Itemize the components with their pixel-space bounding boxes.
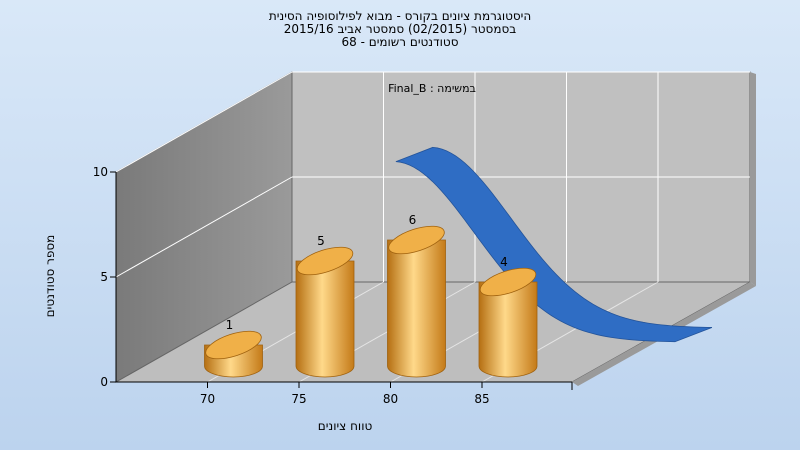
bar-80 — [387, 225, 446, 378]
chart-title-line-1: היסטוגרמת ציונים בקורס - מבוא לפילוסופיה… — [268, 9, 532, 23]
y-tick-label-10: 10 — [93, 165, 108, 179]
axes: 0 5 10 70 75 80 85 — [93, 165, 573, 406]
annotation-text: במשימה : Final_B — [388, 82, 476, 95]
x-tick-label-75: 75 — [291, 392, 306, 406]
data-label-75: 5 — [317, 234, 325, 248]
bar-body-85 — [478, 281, 538, 378]
chart-title-line-3: סטודנטים רשומים - 68 — [341, 35, 459, 49]
x-axis-label: טווח ציונים — [318, 419, 373, 433]
bar-top-80 — [388, 225, 445, 255]
bar-top-75 — [296, 246, 354, 276]
right-edge — [750, 72, 756, 286]
bar-85 — [478, 267, 538, 378]
x-tick-label-70: 70 — [200, 392, 215, 406]
normal-curve-ribbon — [395, 146, 713, 343]
data-label-70: 1 — [226, 318, 234, 332]
data-label-80: 6 — [409, 213, 417, 227]
y-axis-label: מספר סטודנטים — [43, 235, 57, 318]
x-tick-label-80: 80 — [383, 392, 398, 406]
chart-title: היסטוגרמת ציונים בקורס - מבוא לפילוסופיה… — [0, 10, 800, 49]
gridline-side-y-5 — [115, 176, 293, 278]
bar-top-85 — [479, 267, 537, 297]
y-tick-label-0: 0 — [100, 375, 108, 389]
chart-title-line-2: בסמסטר (02/2015) סמסטר אביב 2015/16 — [283, 22, 517, 36]
y-tick-label-5: 5 — [100, 270, 108, 284]
x-tick-label-85: 85 — [474, 392, 489, 406]
bar-top-70 — [205, 330, 262, 360]
bar-70 — [204, 330, 263, 378]
data-label-85: 4 — [500, 255, 508, 269]
gridline-side-y-10 — [115, 71, 293, 173]
normal-curve — [395, 146, 713, 343]
bar-body-75 — [295, 260, 355, 378]
bar-75 — [295, 246, 355, 378]
bar-body-80 — [387, 239, 446, 378]
bars — [204, 225, 538, 378]
